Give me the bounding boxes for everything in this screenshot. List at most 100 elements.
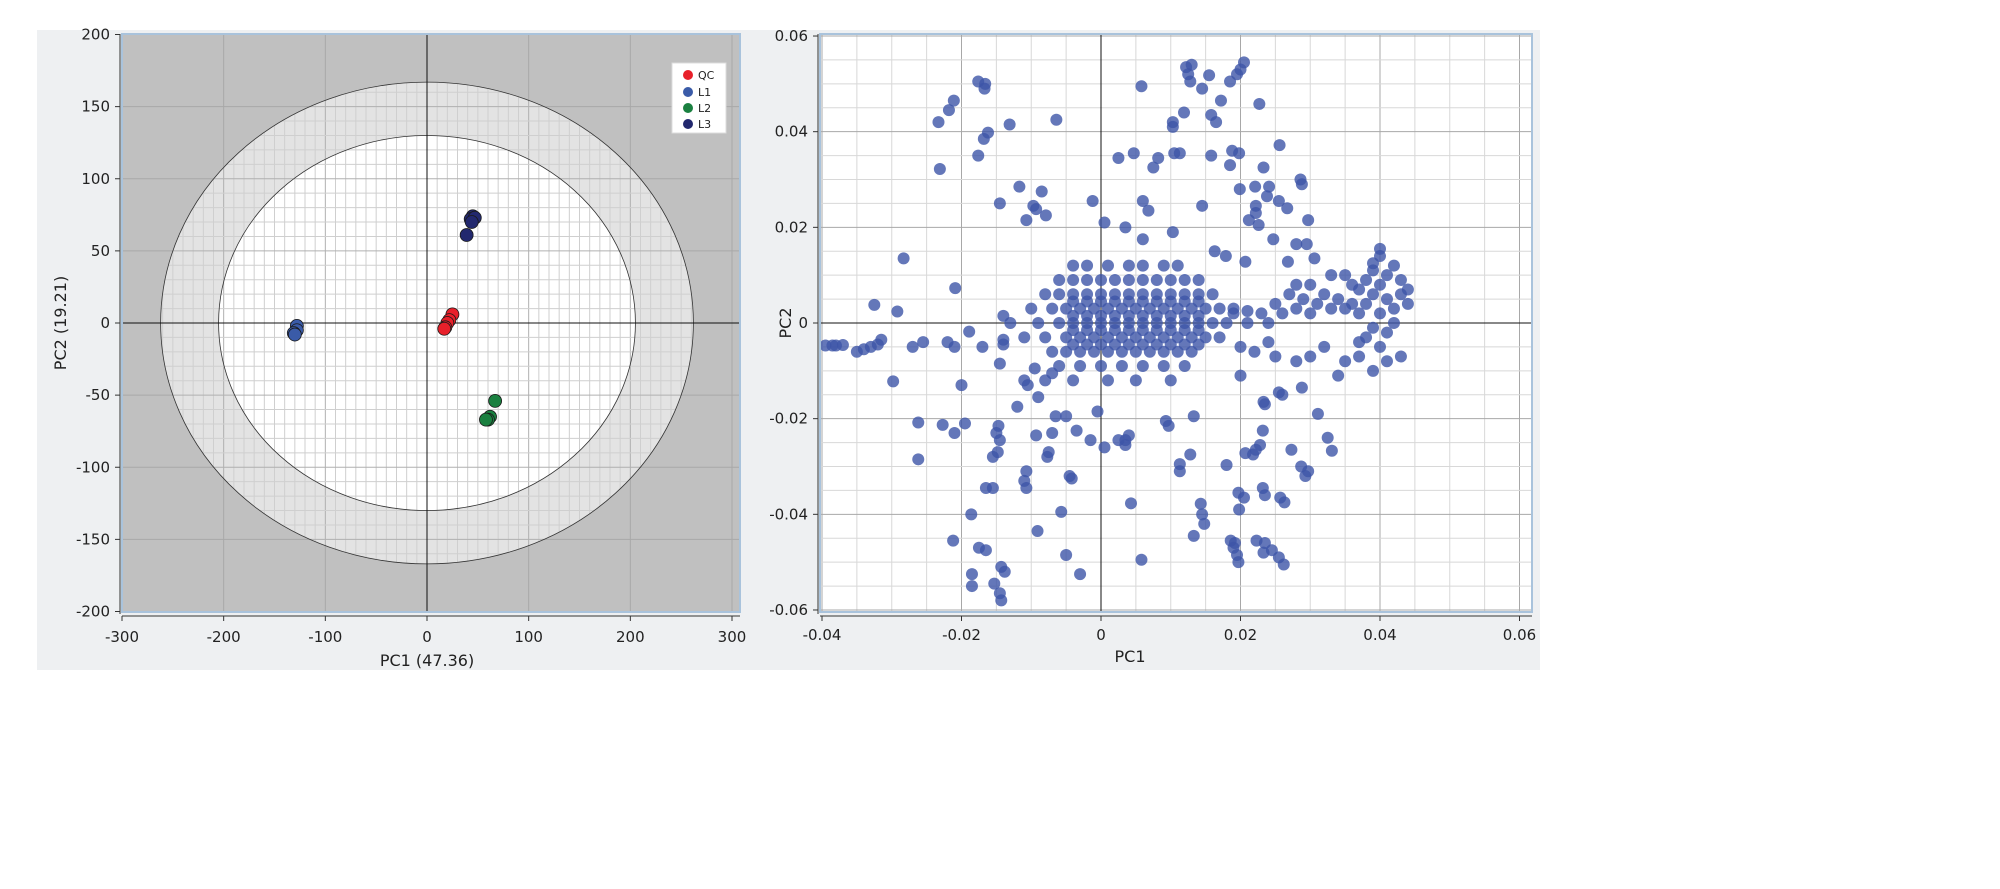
data-point [1004,317,1017,329]
data-point [1198,517,1211,530]
data-point [942,104,955,117]
legend-item-l3: L3 [683,118,711,131]
data-point [1353,350,1366,363]
data-point [1095,273,1107,286]
plot-content [820,34,1532,612]
data-point [1003,118,1016,131]
data-point [1272,195,1285,208]
data-point [1233,147,1246,160]
data-point [875,333,888,346]
data-point [1032,391,1045,404]
data-point [1269,350,1282,363]
data-point [1290,355,1303,368]
data-point [1086,195,1099,208]
data-point [1084,434,1097,447]
data-point [1256,424,1269,437]
data-point [1394,273,1407,286]
data-point [1187,529,1200,542]
data-point [1206,288,1219,301]
data-point [897,252,910,265]
data-point [1070,424,1083,437]
data-point [1239,255,1252,268]
x-tick-label: -100 [308,628,342,646]
data-point [1039,331,1052,344]
data-point [1297,293,1310,306]
data-point [1249,180,1262,193]
data-point [1295,381,1308,394]
data-point [1311,297,1324,310]
data-point [1046,345,1059,358]
data-point [1020,214,1033,227]
data-point [1067,309,1080,322]
data-point [1178,106,1191,119]
data-point [1115,360,1128,373]
data-point [1112,434,1125,447]
y-tick-label: 150 [81,98,110,116]
data-point [1067,374,1080,387]
data-point [1157,259,1170,272]
data-point [1290,302,1303,315]
data-point [1234,63,1247,76]
data-point [1050,113,1063,126]
data-point [1178,360,1191,373]
data-point [1277,558,1290,571]
data-point [993,357,1006,370]
data-point [868,298,881,311]
data-point [1276,307,1289,320]
data-point [1178,295,1191,308]
data-point [1380,269,1393,282]
series-l2 [479,393,503,427]
data-point [1276,388,1289,401]
data-point [1011,400,1024,413]
data-point [1304,350,1317,363]
data-point [1360,297,1373,310]
data-point [1248,345,1261,358]
data-point [1173,465,1186,478]
data-point [1192,273,1205,286]
data-point [1178,273,1191,286]
data-point [1261,190,1274,203]
data-point [1095,295,1107,308]
data-point [947,94,960,107]
data-point [1136,324,1149,337]
data-point [965,568,978,581]
data-point [464,215,479,229]
data-point [1387,317,1400,329]
data-point [1308,252,1321,265]
legend-item-l2: L2 [683,102,711,115]
data-point [1234,340,1247,353]
data-point [1122,273,1135,286]
data-point [1067,295,1080,308]
x-tick-label: -200 [207,628,241,646]
y-tick-label: -150 [76,530,110,548]
series-qc [437,307,460,336]
data-point [1030,203,1043,216]
data-point [993,197,1006,210]
data-point [1108,338,1121,351]
data-point [1185,58,1198,71]
data-point [1220,459,1233,472]
data-point [1205,149,1218,162]
data-point [1300,238,1313,251]
data-point [1067,324,1080,337]
data-point [1032,317,1045,329]
data-point [1164,273,1177,286]
data-point [998,565,1011,578]
data-point [1136,360,1149,373]
data-point [1039,288,1052,301]
data-point [948,340,961,353]
data-point [1192,324,1205,337]
data-point [1178,309,1191,322]
data-point [1387,259,1400,272]
legend-marker [683,119,693,129]
y-tick-label: 0.04 [775,123,808,141]
data-point [1252,218,1265,231]
data-point [1394,350,1407,363]
data-point [1255,307,1268,320]
data-point [1150,338,1163,351]
data-point [1136,195,1149,208]
data-point [1257,161,1270,174]
data-point [1196,199,1209,212]
data-point [1081,295,1094,308]
data-point [1213,331,1226,344]
